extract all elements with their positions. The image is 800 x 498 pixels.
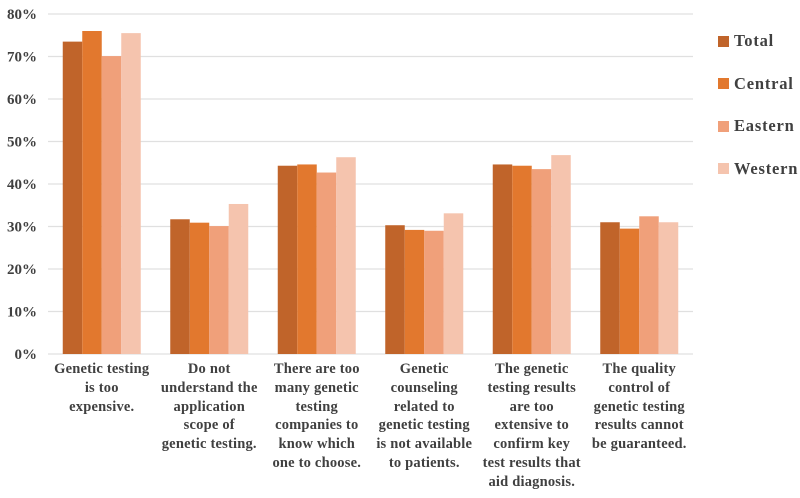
legend-item-eastern: Eastern <box>718 105 798 148</box>
x-category-label-line: be guaranteed. <box>591 436 687 453</box>
x-category-label-line: test results that <box>482 454 581 471</box>
x-category-label-line: expensive. <box>69 398 135 415</box>
x-category-label-line: control of <box>608 379 671 396</box>
bar-western-1 <box>121 33 141 354</box>
bar-eastern-5 <box>531 169 552 354</box>
x-category-label-line: results cannot <box>594 417 684 434</box>
bar-total-1 <box>62 41 83 354</box>
x-category-label-line: testing <box>295 398 338 415</box>
x-category-label-line: to patients. <box>388 454 460 471</box>
x-category-label: The genetic testing results are too extensi… <box>479 360 585 492</box>
x-category-label-line: Genetic testing <box>54 361 150 377</box>
y-tick-label: 10% <box>7 305 37 321</box>
legend-label: Central <box>734 73 794 93</box>
bar-western-2 <box>228 203 249 354</box>
gridlines <box>48 13 693 355</box>
bars <box>62 31 679 354</box>
y-tick-label: 70% <box>7 50 37 66</box>
legend-item-total: Total <box>718 20 798 63</box>
y-tick-label: 0% <box>15 347 38 363</box>
x-category-label: There are too many genetic testing companie… <box>264 360 370 473</box>
x-category-label-line: extensive to <box>494 417 569 434</box>
x-category-label-line: companies to <box>275 417 359 434</box>
bar-eastern-1 <box>101 56 122 354</box>
bar-western-4 <box>443 213 464 354</box>
x-category-label-line: Genetic <box>399 361 449 377</box>
y-tick-label: 30% <box>7 220 37 236</box>
x-category-label-line: genetic testing <box>378 417 470 434</box>
bar-total-6 <box>600 222 620 354</box>
legend-label: Total <box>734 31 775 51</box>
x-category-label: Genetic testing is too expensive. <box>49 360 155 416</box>
x-category-label-line: aid diagnosis. <box>488 473 576 490</box>
legend-swatch <box>718 78 729 90</box>
bar-eastern-2 <box>209 226 229 354</box>
bar-central-6 <box>619 228 640 354</box>
bar-central-2 <box>189 222 210 354</box>
bar-eastern-3 <box>316 172 337 354</box>
bar-total-3 <box>277 165 298 354</box>
x-category-label-line: is not available <box>376 436 473 453</box>
legend-swatch <box>718 35 729 47</box>
x-category-label-line: many genetic <box>274 379 359 396</box>
x-category-label: Do not understand the application scope of g… <box>156 360 262 454</box>
x-category-label-line: The genetic <box>495 361 569 377</box>
bar-central-5 <box>512 165 532 354</box>
bar-total-4 <box>385 225 405 354</box>
legend-label: Eastern <box>734 116 795 136</box>
x-category-label-line: understand the <box>160 379 258 396</box>
x-category-label-line: scope of <box>183 417 235 434</box>
bar-eastern-4 <box>424 230 444 354</box>
y-tick-label: 60% <box>7 92 37 108</box>
legend-label: Western <box>734 158 799 178</box>
x-category-label: Genetic counseling related to genetic testi… <box>371 360 477 473</box>
x-category-label-line: The quality <box>602 361 676 377</box>
bar-central-4 <box>404 229 425 354</box>
legend-item-central: Central <box>718 63 798 106</box>
x-category-label-line: Do not <box>187 361 231 377</box>
x-category-label-line: related to <box>393 398 455 415</box>
x-category-label-line: are too <box>509 398 554 415</box>
x-category-label-line: testing results <box>487 379 577 396</box>
y-tick-label: 80% <box>7 7 37 23</box>
bar-total-2 <box>170 219 190 354</box>
bar-central-1 <box>82 31 102 354</box>
bar-total-5 <box>492 164 513 354</box>
x-category-label-line: There are too <box>273 361 360 377</box>
bar-western-3 <box>336 157 356 354</box>
x-category-label-line: application <box>173 398 245 415</box>
x-category-label-line: counseling <box>390 379 458 396</box>
bar-eastern-6 <box>639 216 659 354</box>
bar-western-5 <box>551 155 571 354</box>
y-tick-label: 50% <box>7 135 37 151</box>
x-category-label-line: genetic testing <box>593 398 685 415</box>
x-category-label-line: is too <box>84 379 119 396</box>
bar-central-3 <box>297 164 317 354</box>
y-tick-label: 40% <box>7 177 37 193</box>
y-tick-label: 20% <box>7 262 37 278</box>
legend-item-western: Western <box>718 148 798 191</box>
legend: Total Central Eastern Western <box>718 20 798 190</box>
x-category-label-line: one to choose. <box>272 454 362 471</box>
legend-swatch <box>718 163 729 175</box>
bar-western-6 <box>658 222 679 354</box>
y-axis-ticks: 0% 10% 20% 30% 40% 50% 60% 70% 80% <box>7 7 37 363</box>
x-category-label-line: genetic testing. <box>161 436 257 453</box>
x-category-label: The quality control of genetic testing resu… <box>586 360 692 454</box>
legend-swatch <box>718 120 729 132</box>
x-category-label-line: confirm key <box>493 436 571 453</box>
x-category-label-line: know which <box>278 436 356 453</box>
